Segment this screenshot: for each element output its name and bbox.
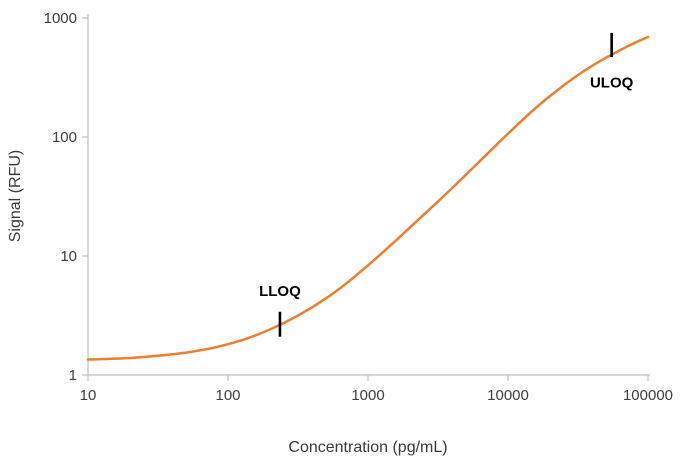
y-tick-label: 1000 — [44, 10, 77, 27]
uloq-label: ULOQ — [590, 75, 634, 92]
x-tick-label: 10000 — [487, 387, 529, 404]
x-tick-label: 1000 — [351, 387, 384, 404]
curve-standard-curve — [86, 35, 650, 361]
x-tick-label: 100 — [215, 387, 240, 404]
y-axis-title: Signal (RFU) — [7, 150, 24, 242]
x-tick-label: 100000 — [623, 387, 673, 404]
y-tick-label: 10 — [60, 248, 77, 265]
lloq-label: LLOQ — [259, 283, 301, 300]
x-tick-label: 10 — [80, 387, 97, 404]
y-tick-label: 100 — [52, 129, 77, 146]
x-axis-title: Concentration (pg/mL) — [288, 439, 447, 456]
y-tick-label: 1 — [69, 367, 77, 384]
